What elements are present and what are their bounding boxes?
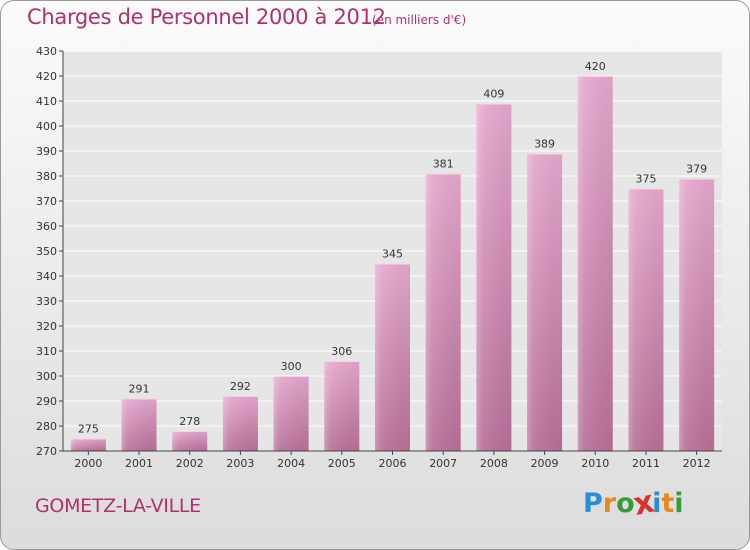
x-axis: 2000 2001 2002 2003 2004 2005 2006 2007 2008 2009… — [74, 451, 711, 470]
x-tick-label-2008: 2008 — [480, 457, 508, 470]
y-tick-label: 410 — [36, 95, 57, 108]
data-label-2009: 389 — [534, 138, 555, 151]
x-tick-label-2010: 2010 — [581, 457, 609, 470]
chart-subtitle: (en milliers d'€) — [372, 13, 467, 27]
x-tick-label-2012: 2012 — [683, 457, 711, 470]
logo-letter: i — [652, 488, 662, 519]
logo-letter: r — [602, 488, 617, 519]
y-axis: 270 280 290 300 310 320 330 340 350 360 370 380 390 4… — [36, 45, 63, 458]
x-tick-label-2011: 2011 — [632, 457, 660, 470]
x-tick-label-2009: 2009 — [531, 457, 559, 470]
bar-highlight — [324, 361, 360, 451]
data-label-2003: 292 — [230, 380, 251, 393]
x-tick-label-2007: 2007 — [429, 457, 457, 470]
y-tick-label: 310 — [36, 345, 57, 358]
data-label-2004: 300 — [281, 360, 302, 373]
y-tick-label: 340 — [36, 270, 57, 283]
x-tick-label-2002: 2002 — [176, 457, 204, 470]
logo-letter: P — [583, 488, 603, 519]
data-label-2008: 409 — [483, 88, 504, 101]
data-label-2000: 275 — [78, 423, 99, 436]
y-tick-label: 370 — [36, 195, 57, 208]
bar-highlight — [70, 438, 106, 451]
y-tick-label: 420 — [36, 70, 57, 83]
bar-highlight — [476, 103, 512, 451]
x-tick-label-2005: 2005 — [328, 457, 356, 470]
bar-highlight — [425, 173, 461, 451]
y-tick-label: 290 — [36, 395, 57, 408]
x-tick-label-2004: 2004 — [277, 457, 305, 470]
logo-letter: i — [674, 488, 684, 519]
y-tick-label: 270 — [36, 445, 57, 458]
y-tick-label: 380 — [36, 170, 57, 183]
data-label-2005: 306 — [331, 345, 352, 358]
bar-highlight — [577, 76, 613, 451]
x-tick-label-2001: 2001 — [125, 457, 153, 470]
y-tick-label: 330 — [36, 295, 57, 308]
y-tick-label: 280 — [36, 420, 57, 433]
bar-highlight — [172, 431, 208, 451]
bar-highlight — [273, 376, 309, 451]
y-tick-label: 360 — [36, 220, 57, 233]
logo-letter: t — [661, 488, 675, 519]
data-label-2001: 291 — [129, 383, 150, 396]
data-label-2011: 375 — [635, 173, 656, 186]
data-label-2010: 420 — [585, 60, 606, 73]
bar-highlight — [222, 396, 258, 451]
x-tick-label-2000: 2000 — [74, 457, 102, 470]
y-tick-label: 320 — [36, 320, 57, 333]
x-tick-label-2006: 2006 — [379, 457, 407, 470]
data-label-2012: 379 — [686, 163, 707, 176]
proxiti-logo: Proxiti — [583, 484, 684, 523]
y-tick-label: 300 — [36, 370, 57, 383]
data-label-2006: 345 — [382, 248, 403, 261]
y-tick-label: 430 — [36, 45, 57, 58]
bar-highlight — [121, 398, 157, 451]
commune-name: GOMETZ-LA-VILLE — [35, 495, 201, 517]
bar-highlight — [679, 178, 715, 451]
data-label-2002: 278 — [179, 415, 200, 428]
y-tick-label: 400 — [36, 120, 57, 133]
bars: 275 291 278 292 300 306 345 381 409 389 420 375 379 — [70, 60, 715, 451]
bar-highlight — [527, 153, 563, 451]
y-tick-label: 390 — [36, 145, 57, 158]
x-tick-label-2003: 2003 — [226, 457, 254, 470]
chart-title: Charges de Personnel 2000 à 2012 — [27, 5, 386, 29]
bar-highlight — [628, 188, 664, 451]
bar-highlight — [375, 263, 410, 451]
data-label-2007: 381 — [433, 158, 454, 171]
logo-letter: o — [616, 488, 635, 519]
y-tick-label: 350 — [36, 245, 57, 258]
